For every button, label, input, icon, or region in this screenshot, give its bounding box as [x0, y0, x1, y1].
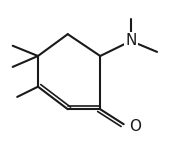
Text: O: O	[129, 119, 141, 134]
Text: N: N	[125, 34, 137, 48]
